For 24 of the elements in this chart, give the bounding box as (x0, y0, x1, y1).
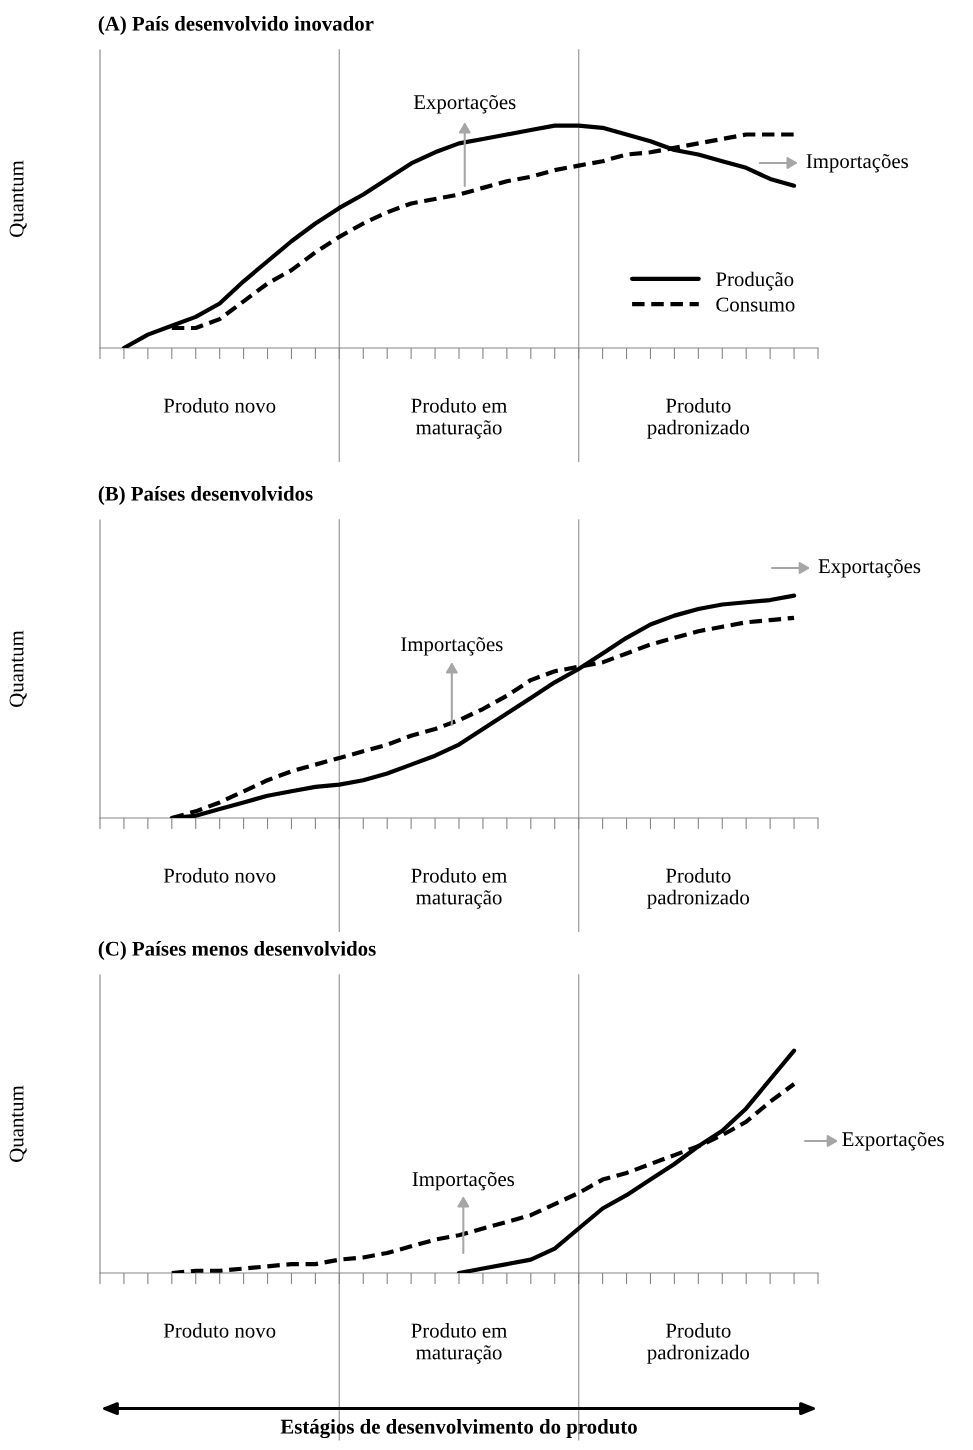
x-tick-label: Produto novo (163, 868, 276, 883)
chart-title: (C) Países menos desenvolvidos (98, 941, 376, 960)
x-tick-label: Produto padronizado (647, 868, 750, 909)
legend-label: Consumo (716, 297, 795, 312)
text: Exportações (842, 1131, 944, 1151)
y-axis-title: Quantum (9, 160, 27, 237)
annotation: Importações (806, 153, 909, 173)
x-tick-label: Produto novo (163, 1323, 276, 1338)
text: Exportações (413, 94, 516, 114)
y-axis-title: Quantum (9, 630, 27, 707)
x-tick-label: Produto padronizado (647, 398, 750, 439)
annotation: Importações (401, 637, 503, 656)
y-axis-title: Quantum (9, 1085, 27, 1162)
x-tick-label: Produto novo (163, 398, 276, 413)
x-axis-title: Estágios de desenvolvimento do produto (280, 1419, 637, 1439)
x-tick-label: Produto padronizado (647, 1323, 750, 1364)
x-tick-label: Produto em maturação (411, 1323, 507, 1364)
text: Exportações (818, 558, 921, 578)
x-tick-label: Produto em maturação (411, 868, 507, 909)
x-tick-label: Produto em maturação (411, 398, 507, 439)
legend-label: Produção (716, 271, 794, 291)
annotation: Importações (412, 1171, 515, 1191)
chart-title: (A) País desenvolvido inovador (98, 16, 374, 35)
chart-title: (B) Países desenvolvidos (98, 486, 313, 505)
